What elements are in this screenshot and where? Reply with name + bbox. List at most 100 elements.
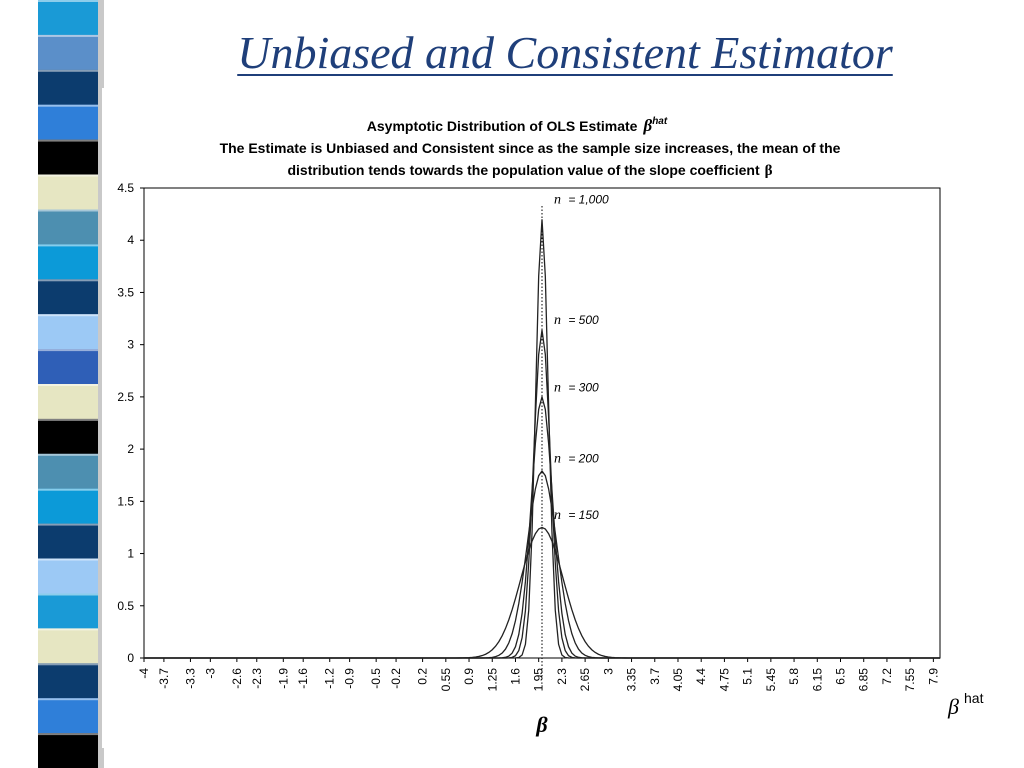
stripe-block [38, 663, 98, 699]
stripe-separator [38, 209, 98, 212]
stripe-separator [38, 733, 98, 736]
x-tick-label: 2.65 [578, 668, 592, 692]
y-tick-label: 0 [127, 651, 134, 665]
y-tick-label: 2.5 [117, 390, 134, 404]
x-tick-label: -3 [203, 668, 217, 679]
x-axis-label-sup: hat [964, 690, 984, 706]
x-tick-label: 5.45 [764, 668, 778, 692]
series-line-4 [144, 526, 940, 659]
stripe-block [38, 488, 98, 525]
x-tick-label: 1.95 [532, 668, 546, 692]
chart-title-line3: distribution tends towards the populatio… [287, 162, 772, 179]
y-tick-label: 2 [127, 442, 134, 456]
x-tick-label: 0.2 [416, 668, 430, 685]
chart-title-line2: The Estimate is Unbiased and Consistent … [220, 140, 841, 156]
stripe-block [38, 139, 98, 175]
x-tick-label: 4.05 [671, 668, 685, 692]
stripe-block [38, 384, 98, 420]
x-tick-label: -4 [137, 668, 151, 679]
stripe-block [38, 34, 98, 71]
stripe-separator [38, 628, 98, 631]
decorative-stripe [38, 0, 104, 768]
x-tick-label: 4.75 [717, 668, 731, 692]
x-tick-label: -3.3 [183, 668, 197, 689]
x-tick-label: -0.5 [369, 668, 383, 689]
x-tick-label: -2.3 [250, 668, 264, 689]
stripe-separator [38, 349, 98, 352]
x-tick-label: 1.25 [485, 668, 499, 692]
stripe-block [38, 593, 98, 629]
y-tick-label: 1 [127, 547, 134, 561]
stripe-block [38, 0, 98, 36]
x-tick-label: -3.7 [157, 668, 171, 689]
x-tick-label: 6.5 [834, 668, 848, 685]
mean-marker-label: β [535, 712, 548, 737]
y-tick-label: 1.5 [117, 494, 134, 508]
stripe-block [38, 418, 98, 455]
stripe-separator [38, 488, 98, 491]
x-tick-label: -2.6 [230, 668, 244, 689]
stripe-separator [38, 698, 98, 701]
series-label-0: n = 1,000 [554, 193, 609, 208]
x-tick-label: 5.8 [787, 668, 801, 685]
stripe-block [38, 349, 98, 385]
stripe-separator [38, 34, 98, 37]
x-tick-label: -1.9 [276, 668, 290, 689]
stripe-block [38, 523, 98, 559]
series-label-1: n = 500 [554, 313, 599, 328]
y-tick-label: 3.5 [117, 285, 134, 299]
x-tick-label: 5.1 [741, 668, 755, 685]
x-tick-label: 1.6 [508, 668, 522, 685]
stripe-separator [38, 453, 98, 456]
stripe-separator [38, 139, 98, 142]
stripe-block [38, 209, 98, 245]
stripe-separator [38, 104, 98, 107]
stripe-separator [38, 523, 98, 526]
stripe-separator [38, 418, 98, 421]
stripe-block [38, 558, 98, 594]
stripe-block [38, 453, 98, 490]
series-label-3: n = 200 [554, 452, 599, 467]
stripe-block [38, 69, 98, 106]
stripe-block [38, 174, 98, 210]
x-tick-label: -1.6 [296, 668, 310, 689]
x-tick-label: 6.15 [810, 668, 824, 692]
stripe-separator [38, 0, 98, 2]
x-tick-label: 7.9 [926, 668, 940, 685]
stripe-separator [38, 593, 98, 596]
x-tick-label: 7.55 [903, 668, 917, 692]
stripe-block [38, 628, 98, 664]
stripe-block [38, 698, 98, 734]
x-axis-label: β [947, 694, 959, 719]
stripe-block [38, 279, 98, 315]
stripe-block [38, 244, 98, 280]
series-label-2: n = 300 [554, 381, 599, 396]
x-tick-label: 2.3 [555, 668, 569, 685]
x-tick-label: 4.4 [694, 668, 708, 685]
x-tick-label: -0.2 [389, 668, 403, 689]
y-tick-label: 4 [127, 233, 134, 247]
stripe-block [38, 733, 98, 768]
x-tick-label: 3.7 [648, 668, 662, 685]
stripe-block [38, 104, 98, 141]
stripe-separator [38, 279, 98, 282]
stripe-separator [38, 558, 98, 561]
y-tick-label: 4.5 [117, 181, 134, 195]
distribution-chart: Asymptotic Distribution of OLS Estimate β… [117, 116, 984, 737]
x-tick-label: 3 [601, 668, 615, 675]
slide-title: Unbiased and Consistent Estimator [237, 27, 893, 78]
stripe-separator [38, 69, 98, 72]
series-label-4: n = 150 [554, 508, 599, 523]
stripe-separator [38, 174, 98, 177]
stripe-block [38, 314, 98, 350]
stripe-separator [38, 384, 98, 386]
x-tick-label: 3.35 [625, 668, 639, 692]
stripe-separator [38, 314, 98, 317]
y-tick-label: 3 [127, 338, 134, 352]
chart-panel: Asymptotic Distribution of OLS Estimate β… [102, 88, 1024, 748]
x-tick-label: -1.2 [323, 668, 337, 689]
stripe-separator [38, 663, 98, 666]
x-tick-label: 7.2 [880, 668, 894, 685]
stripe-separator [38, 244, 98, 247]
y-tick-label: 0.5 [117, 599, 134, 613]
